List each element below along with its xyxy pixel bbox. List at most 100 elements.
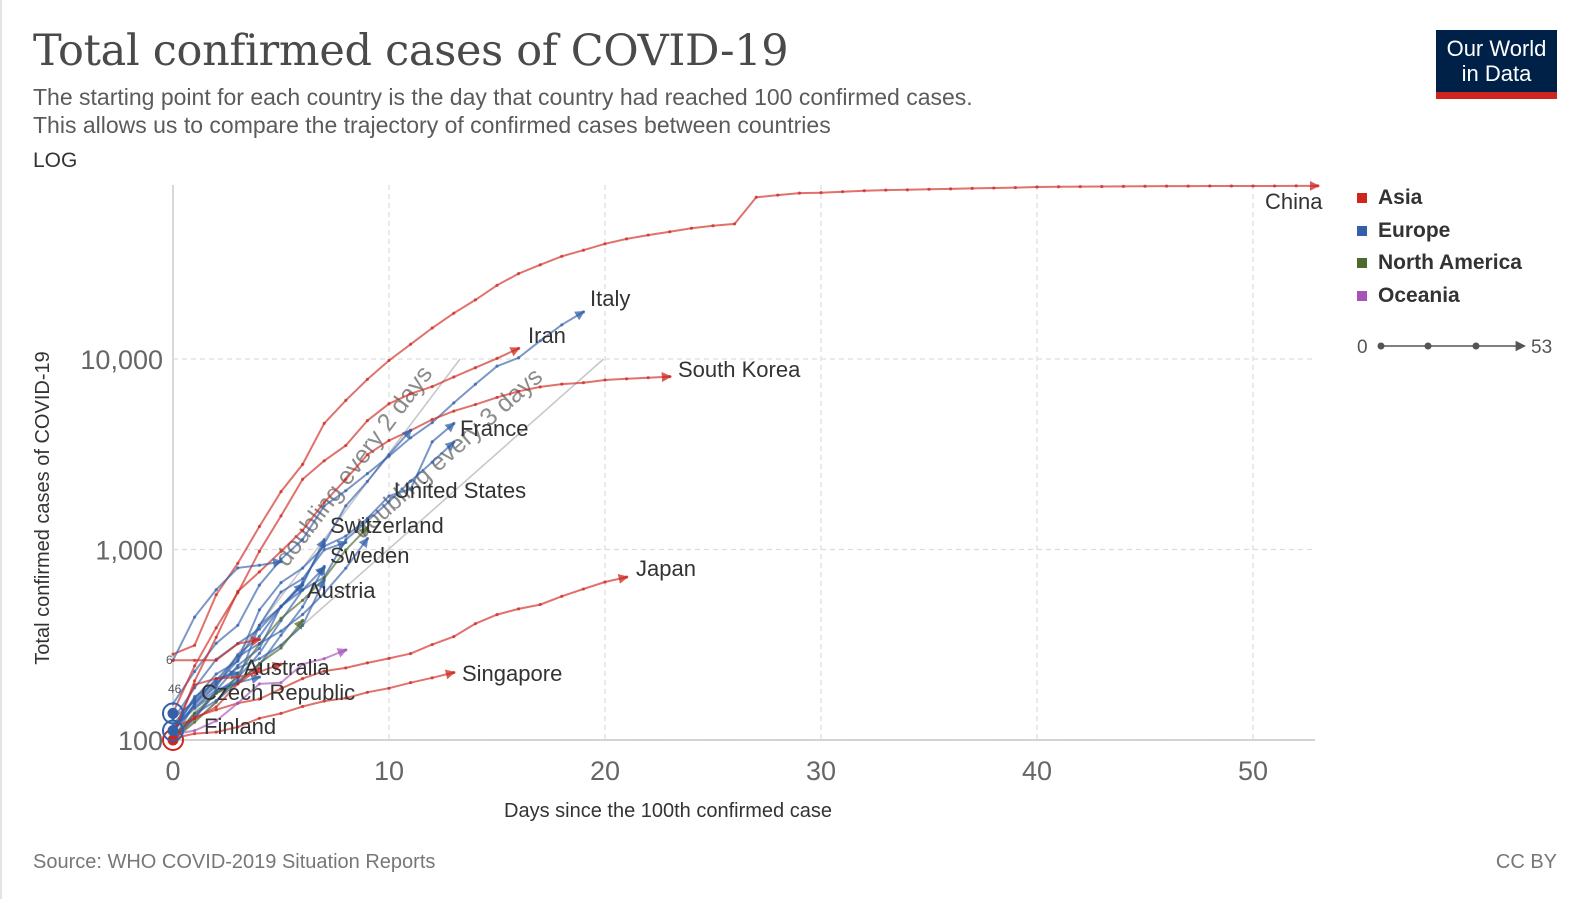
logo-line-2: in Data <box>1461 61 1532 86</box>
data-point <box>430 417 434 422</box>
data-point <box>1078 185 1082 189</box>
data-point <box>279 681 283 685</box>
series-label: Italy <box>590 286 630 311</box>
data-point <box>257 716 261 720</box>
series-line-south-korea[interactable] <box>172 372 672 738</box>
timeline-stop[interactable] <box>1424 342 1432 350</box>
legend-swatch <box>1357 258 1367 269</box>
data-point <box>279 646 283 650</box>
data-point <box>214 672 218 676</box>
data-point <box>214 635 218 639</box>
data-point <box>841 190 845 194</box>
series-label: South Korea <box>678 357 801 382</box>
data-point <box>430 385 434 389</box>
series-line-denmark[interactable] <box>172 557 283 661</box>
data-point <box>409 479 413 483</box>
series-line-italy[interactable] <box>172 310 586 705</box>
data-point <box>409 342 413 346</box>
series-lines <box>162 180 1320 751</box>
x-tick-label: 40 <box>1022 756 1052 786</box>
series-line-bahrain[interactable] <box>172 662 283 733</box>
data-point <box>171 658 175 662</box>
data-point <box>430 642 434 647</box>
data-point <box>193 702 197 706</box>
owid-logo[interactable]: Our World in Data <box>1436 30 1557 99</box>
data-point <box>301 477 305 481</box>
data-point <box>193 643 197 647</box>
data-point <box>776 193 780 197</box>
legend-item-asia[interactable]: Asia <box>1357 182 1522 215</box>
data-point <box>581 310 586 314</box>
data-point <box>301 677 305 681</box>
legend-swatch <box>1357 225 1367 236</box>
data-point <box>538 602 542 607</box>
license-link[interactable]: CC BY <box>1495 851 1557 873</box>
data-point <box>322 669 326 673</box>
scale-toggle[interactable]: LOG <box>33 149 78 172</box>
data-point <box>387 453 391 457</box>
data-point <box>473 622 477 626</box>
data-point <box>214 698 218 703</box>
data-point <box>236 675 240 679</box>
data-point <box>301 537 305 542</box>
data-point <box>236 623 240 627</box>
series-line-china[interactable] <box>172 180 1320 656</box>
data-point <box>214 691 218 695</box>
legend-swatch <box>1357 193 1367 204</box>
data-point <box>495 283 499 287</box>
timeline[interactable]: 0 53 <box>1357 337 1552 358</box>
timeline-stop[interactable] <box>1472 342 1480 350</box>
chart-subtitle: The starting point for each country is t… <box>33 83 973 139</box>
data-point <box>344 666 348 670</box>
data-point <box>344 398 348 402</box>
data-point <box>754 195 758 199</box>
data-point <box>430 460 434 464</box>
series-line-singapore[interactable] <box>172 669 456 740</box>
timeline-stop[interactable] <box>1377 342 1385 350</box>
start-marker-dot <box>167 707 179 719</box>
x-tick-label: 20 <box>590 756 620 786</box>
data-point <box>473 366 477 370</box>
source-note[interactable]: Source: WHO COVID-2019 Situation Reports <box>33 851 436 873</box>
data-point <box>257 608 261 612</box>
legend-item-oceania[interactable]: Oceania <box>1357 280 1522 313</box>
data-point <box>193 732 197 736</box>
data-point <box>236 655 240 659</box>
data-point <box>970 186 974 190</box>
data-point <box>236 682 240 686</box>
series-line-france[interactable] <box>172 440 456 741</box>
data-point <box>365 537 369 541</box>
data-point <box>279 514 283 518</box>
timeline-end-label: 53 <box>1531 337 1552 358</box>
series-line-japan[interactable] <box>172 573 629 737</box>
data-point <box>430 676 434 680</box>
series-line-finland[interactable] <box>172 670 240 734</box>
data-point <box>409 487 413 491</box>
data-point <box>214 588 218 592</box>
data-point <box>322 500 326 505</box>
data-point <box>214 593 218 597</box>
y-tick-label: 10,000 <box>80 345 163 375</box>
data-point <box>344 504 348 508</box>
data-point <box>1100 184 1104 189</box>
data-point <box>322 459 326 463</box>
data-point <box>1013 185 1018 190</box>
data-point <box>257 583 261 587</box>
data-point <box>279 489 283 494</box>
data-point <box>905 188 910 192</box>
data-point <box>193 717 197 721</box>
data-point <box>387 494 391 498</box>
legend-item-europe[interactable]: Europe <box>1357 215 1522 248</box>
legend-item-north-america[interactable]: North America <box>1357 247 1522 280</box>
data-point <box>1273 184 1277 188</box>
data-point <box>365 516 369 520</box>
data-point <box>257 651 261 655</box>
data-point <box>236 566 240 570</box>
series-label: Japan <box>636 556 696 581</box>
data-point <box>387 500 391 504</box>
legend: Asia Europe North America Oceania <box>1357 182 1522 312</box>
data-point <box>452 311 456 315</box>
data-point <box>236 658 240 662</box>
data-point <box>581 248 586 252</box>
series-label: United States <box>394 478 526 503</box>
